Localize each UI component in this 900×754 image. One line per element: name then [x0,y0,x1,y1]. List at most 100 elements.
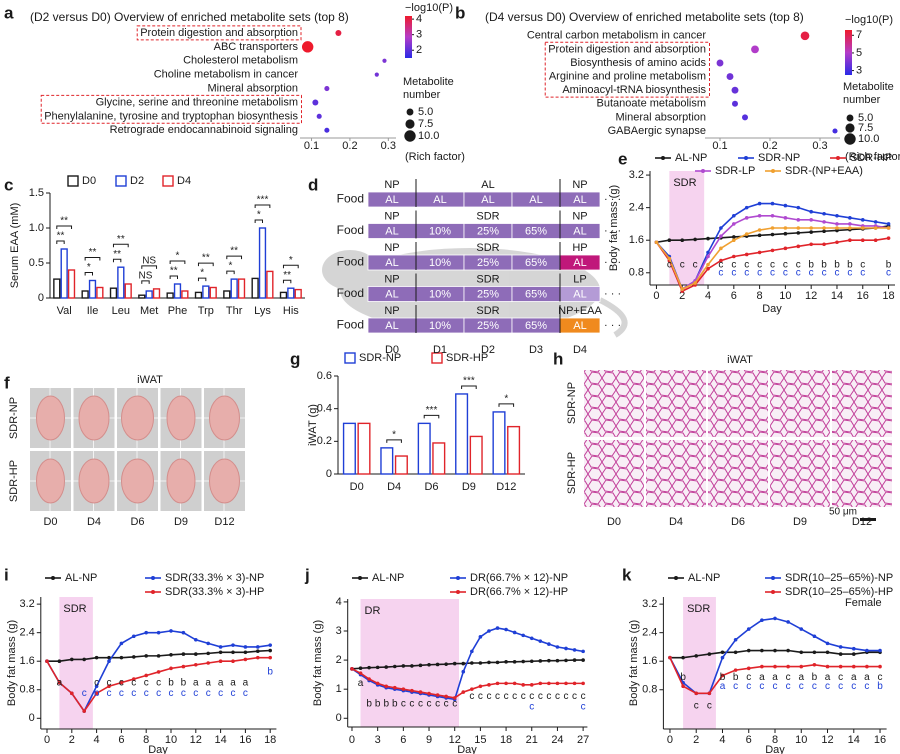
annotation: a [57,677,63,688]
x-tick-label: 10 [165,734,177,746]
y-tick-label: 0 [326,468,332,480]
point [156,630,161,635]
point [243,650,248,655]
annotation: c [799,681,804,692]
x-tick-label: 18 [882,290,894,302]
point [181,652,186,656]
point [487,660,491,665]
color-tick-label: 2 [416,44,422,56]
point [783,216,788,220]
annotation: c [169,688,174,699]
annotation: c [409,698,414,709]
bar [145,290,153,299]
diet-cell-label: 65% [525,257,547,269]
shade [683,597,716,729]
histology-image [770,370,830,437]
category-label: Aminoacyl-tRNA biosynthesis [562,84,706,96]
point [144,654,148,658]
point [744,205,749,210]
histology-title: iWAT [727,354,753,366]
annotation: b [821,259,827,270]
point [732,222,736,226]
shade-label: SDR [673,177,696,189]
point [770,232,775,237]
x-tick-label: 12 [805,290,817,302]
category-label: Retrograde endocannabinoid signaling [110,124,298,136]
bar [138,294,146,299]
significance-label: ** [283,270,291,281]
point [733,650,738,655]
y-tick-label: 1.6 [642,655,657,667]
dot [832,128,838,134]
legend-marker [661,156,665,160]
y-tick-label: 1.6 [20,655,35,667]
size-legend-dot [406,108,414,116]
x-tick-label: Val [57,305,72,317]
point [886,222,891,226]
point [812,650,817,655]
legend-marker [701,169,705,173]
y-tick-label: 2.4 [629,202,644,214]
point [667,256,672,261]
x-tick-label: 8 [757,290,763,302]
point [435,693,440,697]
color-tick-label: 3 [856,64,862,76]
diet-cell-label: 25% [477,288,499,300]
point [719,226,723,230]
x-tick-label: 0.2 [342,140,357,152]
ellipsis: · · · [604,288,621,300]
significance-bracket [461,385,477,389]
annotation: c [744,259,749,270]
category-label: Protein digestion and absorption [548,43,706,55]
point [873,238,878,243]
row-label: SDR-NP [8,397,20,439]
size-legend-title: Metabolite number [403,76,454,101]
dot [301,41,314,53]
bar [202,285,210,299]
point [538,681,543,686]
point [770,226,775,230]
x-tick-label: Leu [112,305,130,317]
x-tick-label: 6 [746,734,752,746]
annotation: c [731,267,736,278]
highlight-box [40,94,302,124]
column-label: D0 [607,516,621,528]
point [706,236,710,241]
point [452,661,457,666]
point [384,665,389,669]
y-axis-label: Body fat mass (g) [608,185,620,271]
x-tick-label: 0 [653,290,659,302]
annotation: c [495,691,500,702]
annotation: c [156,688,161,699]
point [796,205,801,210]
point [809,209,813,214]
dot [312,99,319,106]
annotation: c [812,681,817,692]
x-tick-label: Thr [226,305,243,317]
day-label: D0 [385,344,399,356]
point [744,252,749,257]
legend-label: SDR-LP [715,165,755,177]
column-label: D12 [852,516,872,528]
bar [287,287,295,299]
significance-bracket [386,439,402,443]
annotation: c [504,691,509,702]
point [773,664,777,669]
x-tick-label: D9 [462,481,476,493]
tissue [121,458,154,504]
annotation: a [825,672,831,683]
point [799,627,804,631]
significance-bracket [84,257,101,261]
point [119,680,124,685]
x-tick-label: Lys [254,305,271,317]
point [760,648,764,653]
significance-bracket [282,264,299,269]
diet-cell-label: 65% [525,225,547,237]
point [57,680,62,685]
column-label: D4 [87,516,101,528]
point [119,641,124,646]
point [564,681,568,686]
point [581,649,585,654]
row-header: NP [384,179,399,191]
point [487,683,491,687]
